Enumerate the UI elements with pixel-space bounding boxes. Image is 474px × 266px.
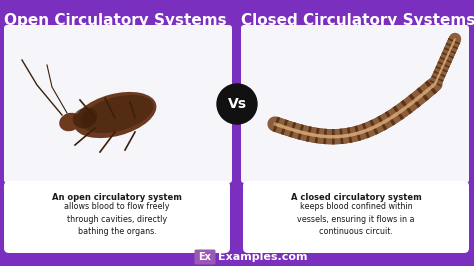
FancyBboxPatch shape bbox=[243, 181, 469, 253]
Text: Open Circulatory Systems: Open Circulatory Systems bbox=[4, 13, 226, 28]
Circle shape bbox=[217, 84, 257, 124]
Ellipse shape bbox=[59, 113, 81, 131]
Text: Vs: Vs bbox=[228, 97, 246, 111]
FancyBboxPatch shape bbox=[4, 25, 232, 183]
Text: allows blood to flow freely
through cavities, directly
bathing the organs.: allows blood to flow freely through cavi… bbox=[64, 202, 170, 236]
Text: Examples.com: Examples.com bbox=[218, 252, 308, 262]
Text: keeps blood confined within
vessels, ensuring it flows in a
continuous circuit.: keeps blood confined within vessels, ens… bbox=[297, 202, 415, 236]
FancyBboxPatch shape bbox=[241, 25, 469, 183]
FancyBboxPatch shape bbox=[4, 181, 230, 253]
Text: A closed circulatory system: A closed circulatory system bbox=[291, 193, 421, 202]
FancyBboxPatch shape bbox=[194, 250, 216, 264]
Ellipse shape bbox=[81, 95, 154, 133]
Text: An open circulatory system: An open circulatory system bbox=[52, 193, 182, 202]
Text: Closed Circulatory Systems: Closed Circulatory Systems bbox=[241, 13, 474, 28]
Text: Ex: Ex bbox=[199, 252, 211, 262]
Ellipse shape bbox=[73, 92, 156, 138]
Ellipse shape bbox=[73, 108, 97, 128]
